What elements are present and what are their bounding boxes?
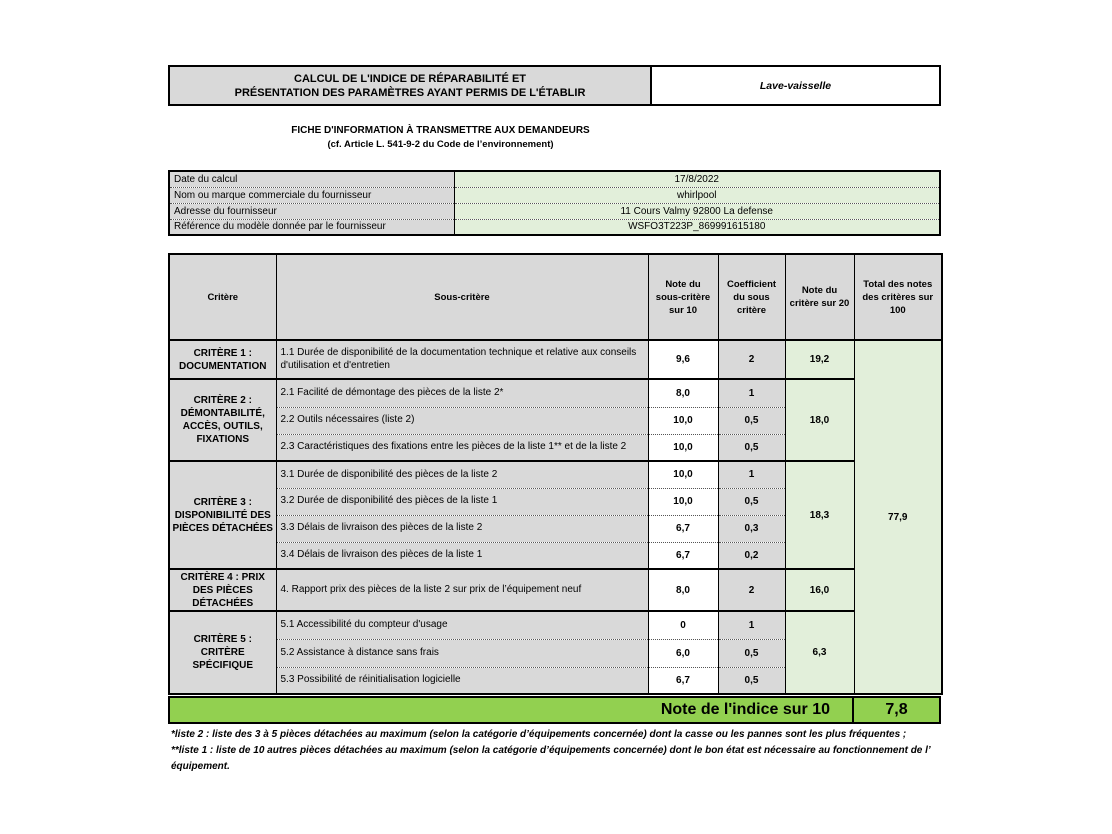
subcriterion-score: 10,0 <box>647 433 719 461</box>
subcriterion-coefficient: 2 <box>717 568 786 611</box>
criterion-name: CRITÈRE 5 : CRITÈRE SPÉCIFIQUE <box>168 610 277 694</box>
criterion-score-20: 18,0 <box>784 378 855 461</box>
supplier-info-table: Date du calcul 17/8/2022 Nom ou marque c… <box>168 170 941 236</box>
subcriterion-score: 6,7 <box>647 541 719 569</box>
title-banner: CALCUL DE L'INDICE DE RÉPARABILITÉ ET PR… <box>168 65 941 106</box>
final-score-value: 7,8 <box>885 701 908 718</box>
subcriterion-coefficient: 0,2 <box>717 541 786 569</box>
subcriterion-label: 3.1 Durée de disponibilité des pièces de… <box>275 460 649 488</box>
header-coefficient: Coefficient du sous critère <box>717 253 786 341</box>
criterion-name: CRITÈRE 2 : DÉMONTABILITÉ, ACCÈS, OUTILS… <box>168 378 277 461</box>
table-row: 2.3 Caractéristiques des fixations entre… <box>169 433 942 461</box>
table-row: 2.2 Outils nécessaires (liste 2) 10,0 0,… <box>169 406 942 434</box>
table-row: 5.3 Possibilité de réinitialisation logi… <box>169 666 942 694</box>
info-row-brand: Nom ou marque commerciale du fournisseur… <box>169 186 940 203</box>
product-category: Lave-vaisselle <box>652 67 939 104</box>
criterion-score-20: 16,0 <box>784 568 855 611</box>
subcriterion-coefficient: 0,5 <box>717 638 786 667</box>
header-total: Total des notes des critères sur 100 <box>853 253 943 341</box>
info-value: WSFO3T223P_869991615180 <box>454 218 940 235</box>
subcriterion-score: 6,0 <box>647 638 719 667</box>
table-row: CRITÈRE 5 : CRITÈRE SPÉCIFIQUE 5.1 Acces… <box>168 610 942 694</box>
subtitle-line2: (cf. Article L. 541-9-2 du Code de l’env… <box>327 139 554 150</box>
table-row: 5.2 Assistance à distance sans frais 6,0… <box>169 638 942 667</box>
subcriterion-score: 9,6 <box>647 340 719 379</box>
subcriterion-label: 5.2 Assistance à distance sans frais <box>275 638 649 667</box>
subcriterion-label: 2.1 Facilité de démontage des pièces de … <box>275 378 649 407</box>
info-row-date: Date du calcul 17/8/2022 <box>169 171 940 187</box>
subcriterion-coefficient: 1 <box>717 378 786 407</box>
subcriterion-coefficient: 0,5 <box>717 487 786 515</box>
info-label: Nom ou marque commerciale du fournisseur <box>169 186 455 203</box>
subcriterion-label: 2.2 Outils nécessaires (liste 2) <box>275 406 649 434</box>
header-sous-critere: Sous-critère <box>275 253 649 341</box>
subcriterion-coefficient: 0,5 <box>717 666 786 694</box>
criterion-name: CRITÈRE 4 : PRIX DES PIÈCES DÉTACHÉES <box>168 568 277 611</box>
subcriterion-score: 10,0 <box>647 487 719 515</box>
table-row: CRITÈRE 2 : DÉMONTABILITÉ, ACCÈS, OUTILS… <box>168 378 942 461</box>
final-score-label: Note de l'indice sur 10 <box>170 698 854 722</box>
criteria-table: Critère Sous-critère Note du sous-critèr… <box>168 253 943 695</box>
header-critere: Critère <box>168 253 277 341</box>
criterion-name: CRITÈRE 3 : DISPONIBILITÉ DES PIÈCES DÉT… <box>168 460 277 569</box>
info-row-reference: Référence du modèle donnée par le fourni… <box>169 218 940 235</box>
document-title-line1: CALCUL DE L'INDICE DE RÉPARABILITÉ ET <box>294 72 526 85</box>
table-row: 3.3 Délais de livraison des pièces de la… <box>169 514 942 542</box>
header-note10: Note du sous-critère sur 10 <box>647 253 719 341</box>
info-label: Référence du modèle donnée par le fourni… <box>169 218 455 235</box>
subcriterion-score: 6,7 <box>647 514 719 542</box>
criterion-score-20: 6,3 <box>784 610 855 694</box>
info-row-address: Adresse du fournisseur 11 Cours Valmy 92… <box>169 202 940 219</box>
subcriterion-coefficient: 0,5 <box>717 406 786 434</box>
subcriterion-label: 5.1 Accessibilité du compteur d'usage <box>275 610 649 639</box>
subcriterion-score: 8,0 <box>647 378 719 407</box>
subcriterion-coefficient: 1 <box>717 460 786 488</box>
criterion-score-20: 18,3 <box>784 460 855 569</box>
subcriterion-label: 5.3 Possibilité de réinitialisation logi… <box>275 666 649 694</box>
info-value: 11 Cours Valmy 92800 La defense <box>454 202 940 219</box>
criterion-score-20: 19,2 <box>784 340 855 379</box>
subcriterion-label: 1.1 Durée de disponibilité de la documen… <box>275 340 649 379</box>
subcriterion-score: 8,0 <box>647 568 719 611</box>
total-score-100: 77,9 <box>853 340 943 694</box>
subcriterion-score: 10,0 <box>647 460 719 488</box>
final-score-row: Note de l'indice sur 10 7,8 <box>168 696 941 724</box>
subcriterion-score: 6,7 <box>647 666 719 694</box>
info-value: whirlpool <box>454 186 940 203</box>
subtitle-block: FICHE D'INFORMATION À TRANSMETTRE AUX DE… <box>168 123 713 152</box>
footnote-liste1: **liste 1 : liste de 10 autres pièces dé… <box>171 745 931 772</box>
header-note20: Note du critère sur 20 <box>784 253 855 341</box>
subcriterion-coefficient: 2 <box>717 340 786 379</box>
info-label: Date du calcul <box>169 171 455 187</box>
document-title: CALCUL DE L'INDICE DE RÉPARABILITÉ ET PR… <box>170 67 652 104</box>
subcriterion-coefficient: 0,3 <box>717 514 786 542</box>
subcriterion-label: 3.4 Délais de livraison des pièces de la… <box>275 541 649 569</box>
table-row: 3.4 Délais de livraison des pièces de la… <box>169 541 942 569</box>
subcriterion-coefficient: 0,5 <box>717 433 786 461</box>
subcriterion-label: 4. Rapport prix des pièces de la liste 2… <box>275 568 649 611</box>
table-row: CRITÈRE 1 : DOCUMENTATION 1.1 Durée de d… <box>168 340 943 694</box>
table-header-row: Critère Sous-critère Note du sous-critèr… <box>168 253 943 341</box>
subcriterion-score: 0 <box>647 610 719 639</box>
table-row: CRITÈRE 4 : PRIX DES PIÈCES DÉTACHÉES 4.… <box>168 568 942 611</box>
info-label: Adresse du fournisseur <box>169 202 455 219</box>
table-row: 3.2 Durée de disponibilité des pièces de… <box>169 487 942 515</box>
subcriterion-label: 2.3 Caractéristiques des fixations entre… <box>275 433 649 461</box>
table-row: CRITÈRE 3 : DISPONIBILITÉ DES PIÈCES DÉT… <box>168 460 942 569</box>
footnotes: *liste 2 : liste des 3 à 5 pièces détach… <box>171 727 943 775</box>
subcriterion-label: 3.3 Délais de livraison des pièces de la… <box>275 514 649 542</box>
subcriterion-coefficient: 1 <box>717 610 786 639</box>
info-value: 17/8/2022 <box>454 171 940 187</box>
document-title-line2: PRÉSENTATION DES PARAMÈTRES AYANT PERMIS… <box>234 86 586 99</box>
subcriterion-label: 3.2 Durée de disponibilité des pièces de… <box>275 487 649 515</box>
footnote-liste2: *liste 2 : liste des 3 à 5 pièces détach… <box>171 729 907 740</box>
criterion-name: CRITÈRE 1 : DOCUMENTATION <box>168 340 277 379</box>
subcriterion-score: 10,0 <box>647 406 719 434</box>
subtitle-line1: FICHE D'INFORMATION À TRANSMETTRE AUX DE… <box>291 125 590 136</box>
